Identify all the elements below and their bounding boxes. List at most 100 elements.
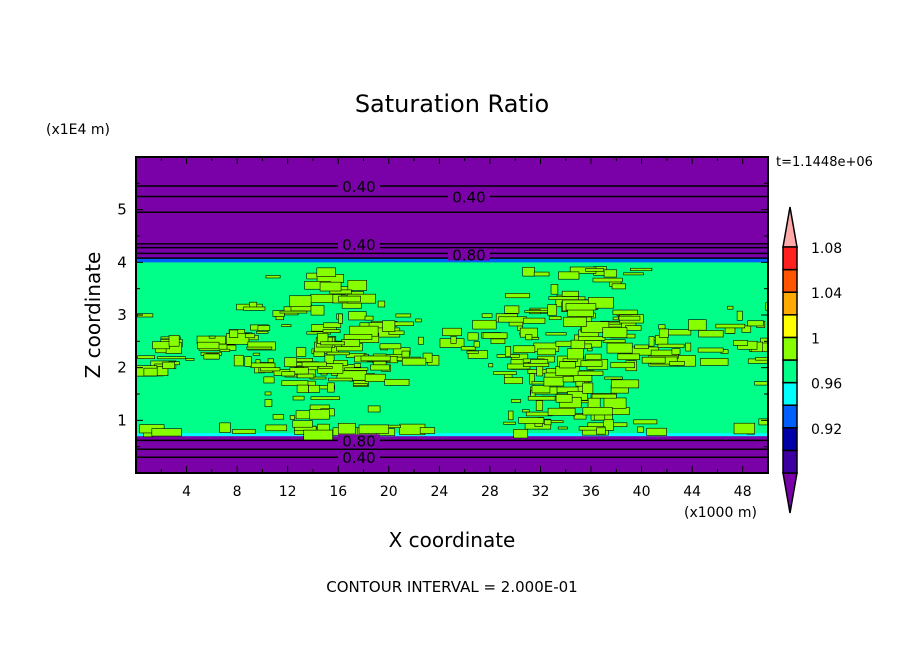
colorbar-min-arrow <box>782 472 798 514</box>
field-patch <box>535 400 543 411</box>
field-patch <box>523 317 546 324</box>
field-patch <box>618 315 641 321</box>
field-patch <box>360 355 391 362</box>
contour-field <box>135 157 769 473</box>
colorbar-label: 1.04 <box>811 286 842 302</box>
field-patch <box>289 367 309 375</box>
field-patch <box>602 419 614 431</box>
colorbar-label: 1 <box>811 331 820 347</box>
field-patch <box>257 325 271 331</box>
field-patch <box>637 426 644 433</box>
x-tick-label: 16 <box>329 484 347 500</box>
field-patch <box>591 393 617 399</box>
field-patch <box>265 424 288 432</box>
x-tick-label: 48 <box>734 484 752 500</box>
field-patch <box>265 275 281 279</box>
field-patch <box>658 328 669 338</box>
field-patch <box>504 305 520 314</box>
field-patch <box>588 297 614 309</box>
field-patch <box>582 407 613 416</box>
field-patch <box>370 364 390 371</box>
field-edge-band <box>136 433 768 437</box>
field-patch <box>309 409 330 420</box>
field-patch <box>555 394 573 403</box>
field-patch <box>364 373 386 382</box>
field-patch <box>700 358 729 366</box>
field-patch <box>504 377 523 385</box>
field-patch <box>219 348 231 352</box>
field-patch <box>473 341 480 348</box>
field-patch <box>308 384 320 393</box>
colorbar-swatch <box>782 268 798 293</box>
field-patch <box>310 293 334 303</box>
field-patch <box>736 310 743 321</box>
field-patch <box>611 379 640 389</box>
field-patch <box>513 429 529 439</box>
contour-label-bg <box>338 451 380 464</box>
y-tick-label: 2 <box>117 359 127 377</box>
field-patch <box>754 381 769 386</box>
field-patch <box>419 427 435 434</box>
field-patch <box>582 382 594 394</box>
field-patch <box>281 371 296 377</box>
field-patch <box>328 377 353 382</box>
field-patch <box>323 322 342 328</box>
time-label: t=1.1448e+06 <box>776 155 873 170</box>
field-patch <box>256 331 269 334</box>
contour-interval-note: CONTOUR INTERVAL = 2.000E-01 <box>326 578 577 596</box>
field-patch <box>641 356 666 364</box>
field-patch <box>151 428 182 437</box>
field-patch <box>505 346 512 357</box>
field-patch <box>648 336 655 347</box>
field-patch <box>281 324 292 327</box>
field-patch <box>623 272 644 276</box>
field-patch <box>603 269 617 278</box>
field-patch <box>733 422 755 435</box>
field-patch <box>580 360 603 367</box>
field-patch <box>379 343 402 350</box>
field-patch <box>544 419 552 426</box>
field-patch <box>522 266 535 277</box>
field-patch <box>384 379 410 386</box>
contour-label-bg <box>338 434 380 447</box>
field-patch <box>561 290 579 297</box>
y-tick-label: 1 <box>117 411 127 429</box>
field-patch <box>296 384 309 393</box>
colorbar-swatch <box>782 246 798 271</box>
field-patch <box>563 316 587 327</box>
colorbar-swatch <box>782 359 798 384</box>
x-axis-label: X coordinate <box>389 528 516 552</box>
colorbar-label: 1.08 <box>811 241 842 257</box>
field-patch <box>326 351 350 356</box>
field-patch <box>219 422 231 433</box>
field-patch <box>229 329 239 338</box>
field-patch <box>168 335 180 347</box>
field-patch <box>377 300 386 308</box>
field-patch <box>562 376 575 383</box>
field-patch <box>272 414 284 420</box>
field-patch <box>245 333 256 339</box>
field-patch <box>157 356 186 360</box>
field-patch <box>727 305 734 310</box>
field-patch <box>185 358 195 361</box>
field-patch <box>344 367 369 371</box>
field-patch <box>246 346 273 350</box>
field-patch <box>296 347 307 357</box>
y-tick-label: 5 <box>117 201 127 219</box>
field-patch <box>450 336 457 344</box>
field-patch <box>715 323 746 329</box>
field-patch <box>327 382 335 393</box>
field-patch <box>503 421 516 425</box>
field-patch <box>395 313 412 318</box>
field-patch <box>296 373 315 379</box>
field-patch <box>567 348 584 360</box>
contour-label-bg <box>448 248 490 261</box>
field-patch <box>415 318 422 323</box>
field-patch <box>264 391 272 396</box>
colorbar-label: 0.92 <box>811 422 842 438</box>
x-tick-label: 36 <box>582 484 600 500</box>
field-patch <box>559 361 576 369</box>
field-patch <box>208 335 216 339</box>
field-patch <box>518 417 545 424</box>
